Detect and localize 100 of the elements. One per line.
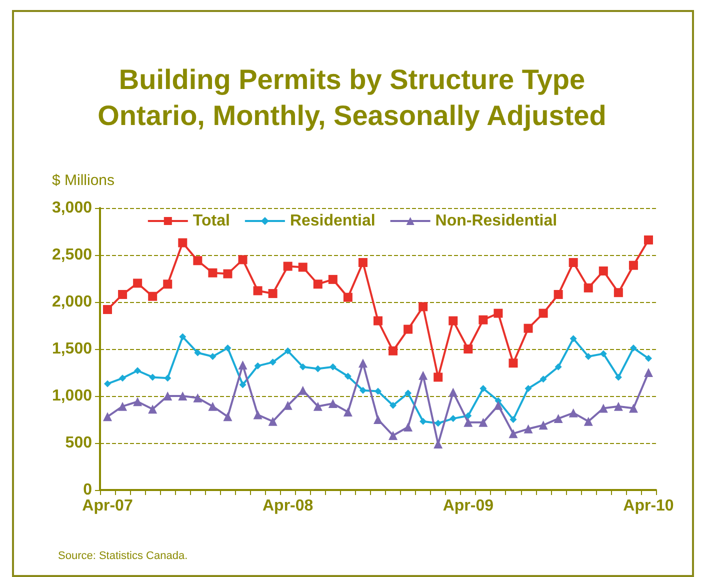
- point: [538, 420, 548, 430]
- point: [464, 344, 473, 354]
- point: [104, 380, 112, 388]
- point: [253, 286, 262, 296]
- point: [314, 365, 322, 372]
- point: [344, 372, 352, 380]
- point: [224, 344, 232, 352]
- point: [223, 269, 232, 278]
- point: [510, 416, 517, 423]
- point: [480, 384, 487, 392]
- chart-subtitle: Ontario, Monthly, Seasonally Adjusted: [96, 99, 608, 133]
- y-axis-title: $ Millions: [52, 172, 115, 189]
- point: [508, 429, 518, 438]
- point: [570, 335, 577, 342]
- point: [494, 400, 503, 410]
- point: [103, 305, 112, 314]
- point: [554, 290, 563, 299]
- point: [238, 255, 248, 264]
- y-tick-label: 2,000: [52, 294, 92, 310]
- point: [148, 292, 158, 301]
- point: [358, 258, 368, 268]
- point: [388, 430, 398, 440]
- point: [118, 290, 128, 299]
- point: [284, 347, 292, 354]
- point: [524, 384, 532, 392]
- point: [554, 363, 562, 370]
- point: [464, 418, 473, 427]
- point: [524, 324, 533, 333]
- point: [358, 358, 368, 368]
- point: [313, 402, 322, 411]
- point: [254, 362, 262, 370]
- point: [283, 262, 292, 271]
- point: [478, 418, 488, 427]
- point: [194, 349, 202, 356]
- point: [568, 408, 578, 418]
- y-tick-label: 2,500: [52, 246, 92, 264]
- point: [630, 344, 637, 352]
- point: [269, 358, 276, 366]
- point: [298, 262, 308, 272]
- point: [374, 388, 382, 395]
- point: [524, 424, 533, 434]
- point: [614, 374, 622, 381]
- point: [584, 283, 593, 292]
- point: [208, 268, 218, 278]
- legend-label: Non-Residential: [435, 212, 558, 230]
- point: [268, 416, 278, 426]
- point: [614, 402, 623, 411]
- point: [103, 412, 112, 422]
- point: [374, 316, 382, 326]
- point: [329, 363, 336, 370]
- y-tick-label: 1,000: [52, 388, 92, 404]
- x-tick-label: Apr-10: [623, 498, 674, 514]
- point: [450, 415, 457, 422]
- point: [598, 266, 608, 276]
- y-tick-label: 0: [83, 482, 92, 498]
- point: [343, 292, 352, 302]
- point: [644, 235, 653, 244]
- point: [374, 415, 382, 424]
- point: [283, 400, 292, 410]
- point: [584, 416, 593, 426]
- point: [328, 274, 338, 284]
- point: [418, 302, 428, 312]
- point: [134, 367, 142, 374]
- point: [404, 390, 412, 397]
- point: [133, 278, 142, 288]
- point: [508, 358, 518, 368]
- point: [328, 399, 338, 408]
- x-tick-label: Apr-07: [82, 498, 133, 514]
- point: [164, 374, 172, 382]
- source-note: Source: Statistics Canada.: [58, 550, 188, 562]
- point: [538, 308, 548, 318]
- point: [540, 376, 547, 383]
- x-tick-label: Apr-09: [442, 498, 494, 514]
- point: [388, 346, 398, 356]
- y-tick-label: 500: [65, 434, 92, 452]
- point: [119, 374, 126, 382]
- point: [434, 439, 443, 448]
- point: [359, 386, 366, 394]
- point: [238, 360, 248, 370]
- point: [478, 315, 488, 324]
- chart-title: Building Permits by Structure Type: [118, 63, 586, 97]
- point: [600, 350, 607, 358]
- point: [239, 381, 246, 388]
- point: [223, 412, 232, 422]
- point: [178, 238, 188, 248]
- point: [554, 414, 563, 424]
- point: [644, 354, 652, 362]
- legend-label: Residential: [290, 212, 376, 230]
- point: [178, 392, 188, 400]
- point: [148, 404, 158, 414]
- point: [163, 280, 172, 289]
- point: [208, 402, 218, 411]
- point: [313, 280, 322, 289]
- point: [390, 402, 397, 409]
- point: [268, 289, 278, 298]
- point: [628, 260, 638, 270]
- point: [253, 410, 262, 420]
- point: [418, 370, 428, 380]
- point: [644, 368, 653, 377]
- point: [420, 418, 427, 425]
